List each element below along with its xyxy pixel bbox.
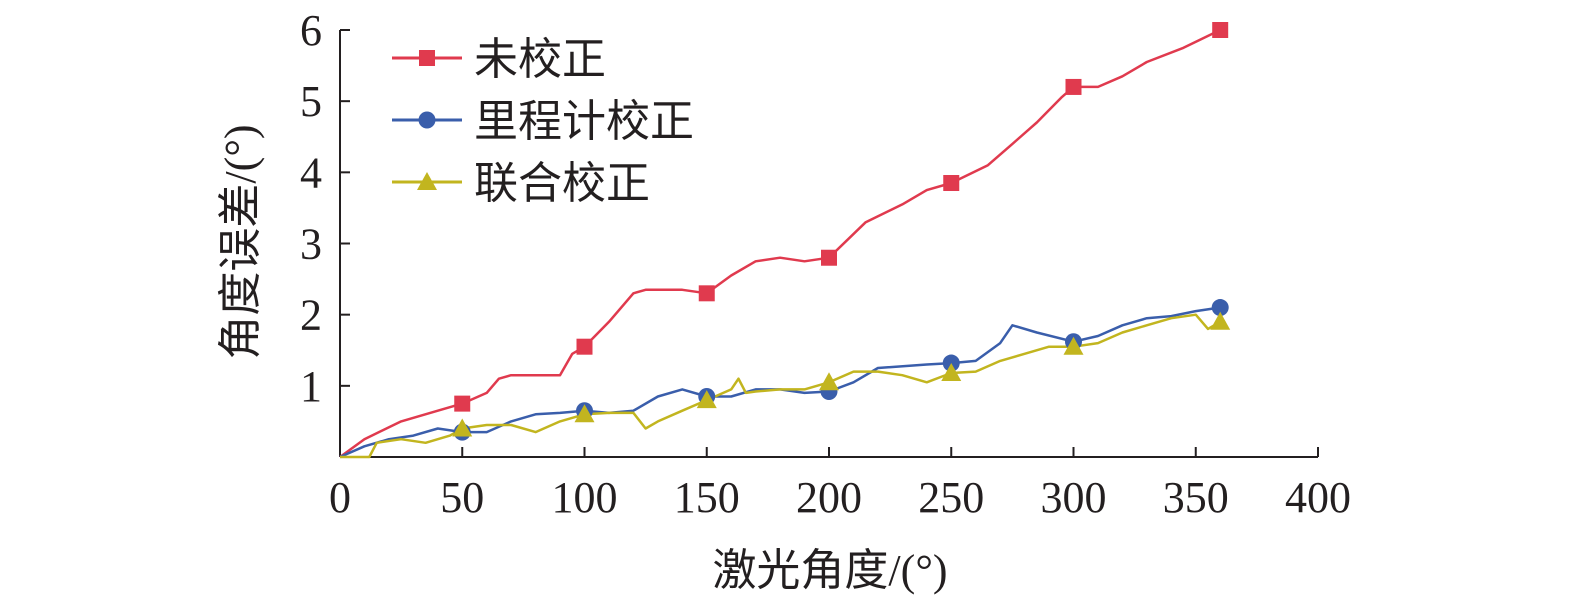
data-point-uncorrected [821, 249, 837, 266]
x-tick-label: 350 [1163, 473, 1229, 522]
data-point-uncorrected [698, 285, 715, 302]
data-point-combined [1063, 336, 1084, 355]
y-tick-label: 5 [300, 77, 322, 126]
legend-label-odometer: 里程计校正 [474, 97, 694, 146]
y-tick-label: 3 [300, 220, 322, 269]
y-axis-title: 角度误差/(°) [216, 124, 265, 359]
tick-labels: 0 50 100 150 200 250 300 350 400 1 2 3 4 5 6 [300, 6, 1351, 522]
y-tick-label: 4 [300, 148, 322, 197]
data-point-combined [1210, 311, 1231, 330]
series-markers [452, 22, 1231, 441]
x-tick-label: 300 [1041, 473, 1107, 522]
y-tick-label: 2 [300, 291, 322, 340]
data-point-combined [696, 390, 717, 409]
x-tick-label: 50 [440, 473, 484, 522]
axes [339, 29, 1319, 458]
x-tick-label: 200 [796, 473, 862, 522]
data-point-uncorrected [943, 175, 960, 192]
data-point-odometer [1211, 299, 1229, 317]
legend-label-uncorrected: 未校正 [474, 35, 606, 84]
x-axis-title: 激光角度/(°) [712, 546, 947, 595]
y-tick-label: 1 [300, 362, 322, 411]
x-tick-label: 100 [552, 473, 618, 522]
series-line-odometer [339, 306, 1221, 459]
x-tick-label: 250 [918, 473, 984, 522]
data-point-combined [941, 363, 962, 382]
x-tick-label: 150 [674, 473, 740, 522]
data-point-uncorrected [454, 395, 471, 412]
data-point-combined [574, 404, 595, 423]
data-point-uncorrected [1212, 22, 1229, 38]
data-point-uncorrected [576, 338, 593, 355]
legend-marker-combined [417, 172, 437, 190]
data-point-uncorrected [1065, 78, 1082, 95]
x-tick-label: 400 [1285, 473, 1351, 522]
legend-label-combined: 联合校正 [474, 159, 650, 208]
legend-marker-uncorrected [419, 50, 435, 66]
series-line-uncorrected [339, 28, 1221, 459]
y-tick-label: 6 [300, 6, 322, 55]
data-point-combined [819, 372, 839, 391]
series-line-combined [340, 313, 1221, 459]
legend-marker-odometer [418, 111, 436, 129]
x-tick-label: 0 [329, 473, 351, 522]
series-lines [339, 28, 1221, 459]
data-point-combined [452, 418, 473, 437]
